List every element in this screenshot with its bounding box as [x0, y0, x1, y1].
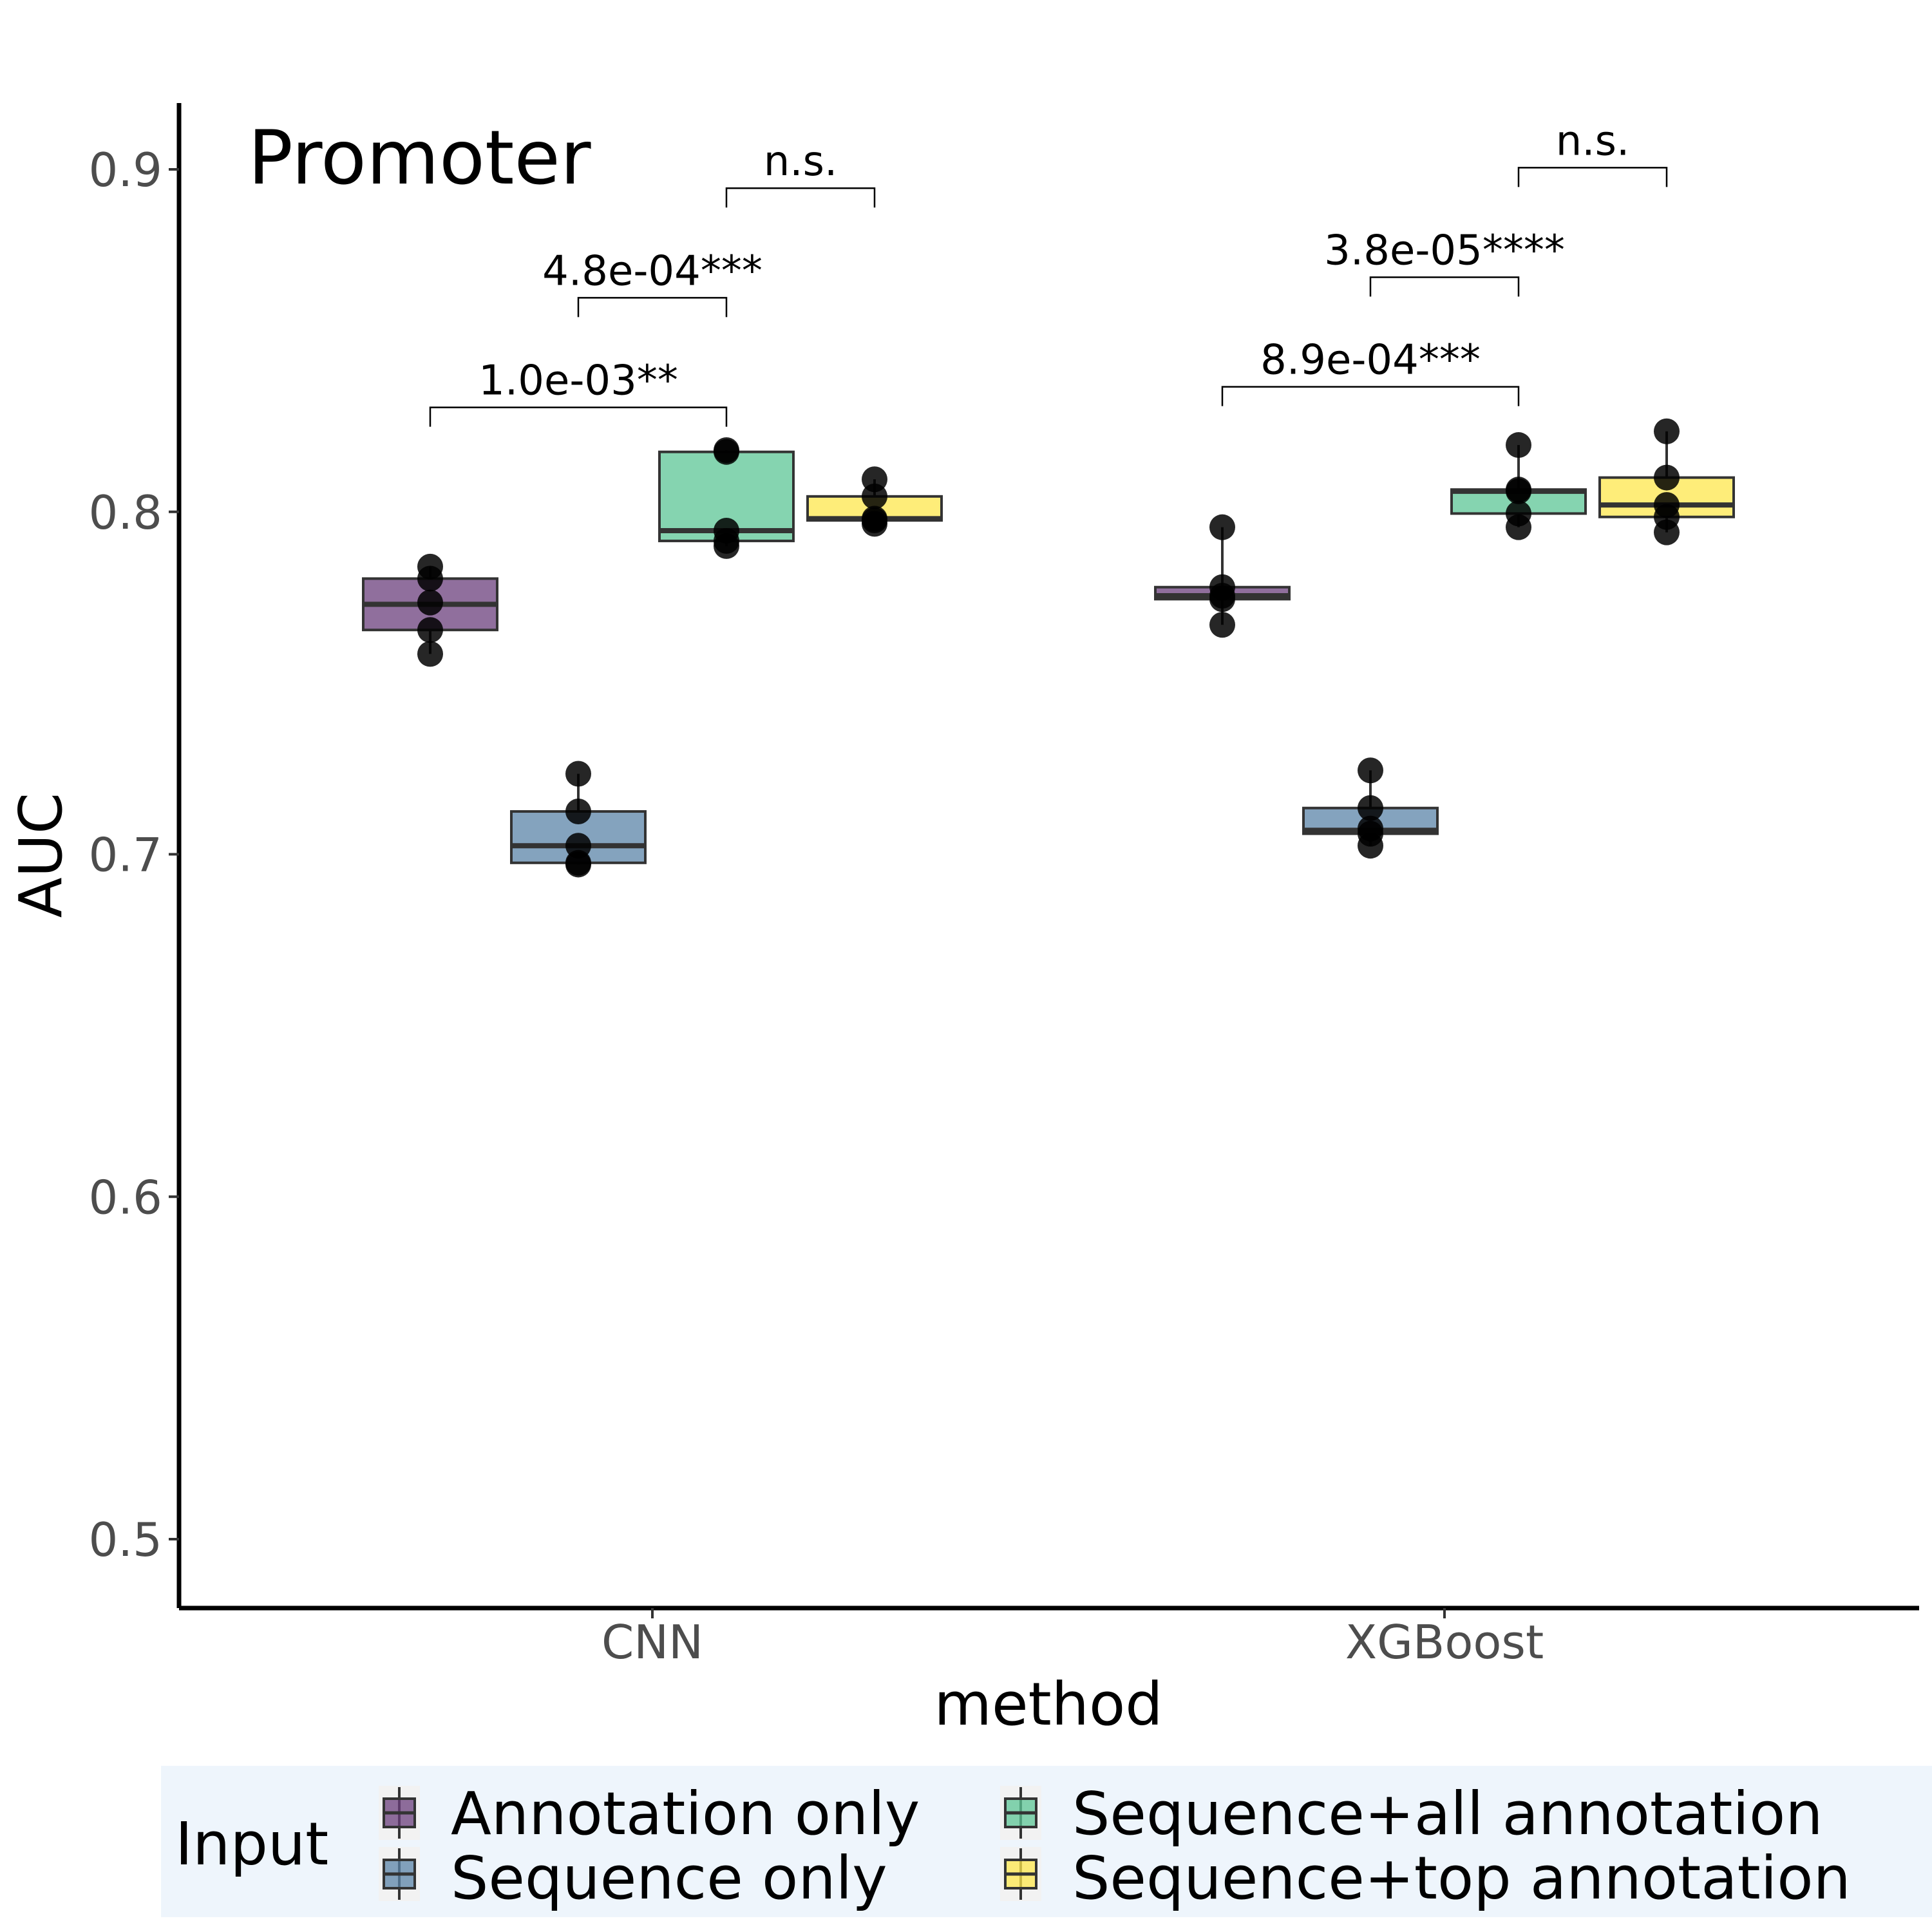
legend-label: Sequence+top annotation — [1072, 1844, 1851, 1913]
legend-background — [161, 1766, 1932, 1917]
box-group — [1598, 418, 1735, 545]
y-tick-label: 0.9 — [88, 143, 162, 197]
x-tick-label: CNN — [601, 1615, 703, 1669]
y-tick-label: 0.8 — [88, 486, 162, 540]
data-point — [1654, 464, 1680, 491]
box-group — [1450, 432, 1587, 540]
significance-label: 3.8e-05**** — [1324, 227, 1565, 275]
data-point — [862, 511, 887, 537]
legend-item: Sequence only — [379, 1844, 887, 1913]
box-group — [510, 761, 647, 878]
y-tick-label: 0.7 — [88, 828, 162, 882]
legend-label: Annotation only — [451, 1779, 920, 1848]
data-point — [862, 483, 887, 509]
bracket-line — [1369, 276, 1520, 297]
data-point — [565, 851, 591, 878]
data-point — [714, 439, 739, 465]
legend-item: Sequence+top annotation — [1000, 1844, 1851, 1913]
significance-bracket: n.s. — [1517, 117, 1668, 187]
legend-item: Sequence+all annotation — [1000, 1779, 1823, 1848]
legend-item: Annotation only — [379, 1779, 920, 1848]
data-point — [1358, 795, 1383, 821]
box-group — [806, 466, 943, 537]
bracket-line — [725, 187, 876, 208]
significance-label: n.s. — [1556, 117, 1630, 165]
plot-area: 1.0e-03** 4.8e-04*** n.s. 8.9e-04*** 3.8e-05… — [362, 117, 1735, 878]
significance-label: 1.0e-03** — [478, 357, 678, 405]
data-point — [417, 589, 443, 616]
box-group — [1302, 757, 1439, 859]
data-point — [1209, 586, 1235, 612]
significance-bracket: n.s. — [725, 138, 876, 208]
data-point — [1358, 833, 1383, 859]
significance-bracket: 4.8e-04*** — [542, 247, 762, 317]
significance-bracket: 8.9e-04*** — [1221, 337, 1520, 406]
data-point — [565, 799, 591, 825]
x-tick-label: XGBoost — [1345, 1615, 1544, 1669]
bracket-line — [1221, 386, 1520, 406]
panel-title: Promoter — [248, 115, 591, 202]
data-point — [1358, 757, 1383, 784]
box-group — [362, 553, 498, 667]
bracket-line — [429, 406, 728, 427]
legend-title: Input — [175, 1810, 328, 1879]
data-point — [714, 533, 739, 559]
significance-label: 8.9e-04*** — [1260, 337, 1481, 384]
y-tick-label: 0.6 — [88, 1170, 162, 1224]
significance-label: n.s. — [764, 138, 838, 185]
significance-bracket: 3.8e-05**** — [1324, 227, 1565, 297]
y-axis-title: AUC — [6, 793, 75, 918]
data-point — [565, 761, 591, 787]
data-point — [417, 565, 443, 592]
data-point — [1654, 418, 1680, 444]
data-point — [1654, 519, 1680, 545]
legend-label: Sequence+all annotation — [1072, 1779, 1823, 1848]
x-axis-title: method — [934, 1670, 1162, 1739]
data-point — [417, 617, 443, 643]
legend-label: Sequence only — [451, 1844, 887, 1913]
data-point — [1506, 514, 1531, 540]
significance-bracket: 1.0e-03** — [429, 357, 728, 427]
significance-label: 4.8e-04*** — [542, 247, 762, 295]
y-tick-label: 0.5 — [88, 1513, 162, 1567]
axes: 0.5 0.6 0.7 0.8 0.9 CNN XGBoost — [88, 103, 1919, 1669]
data-point — [417, 641, 443, 667]
bracket-line — [577, 297, 728, 317]
data-point — [1209, 612, 1235, 638]
data-point — [1506, 478, 1531, 504]
bracket-line — [1517, 167, 1668, 187]
data-point — [1506, 432, 1531, 459]
box-group — [658, 437, 795, 559]
data-point — [1209, 514, 1235, 540]
box-group — [1154, 514, 1291, 638]
